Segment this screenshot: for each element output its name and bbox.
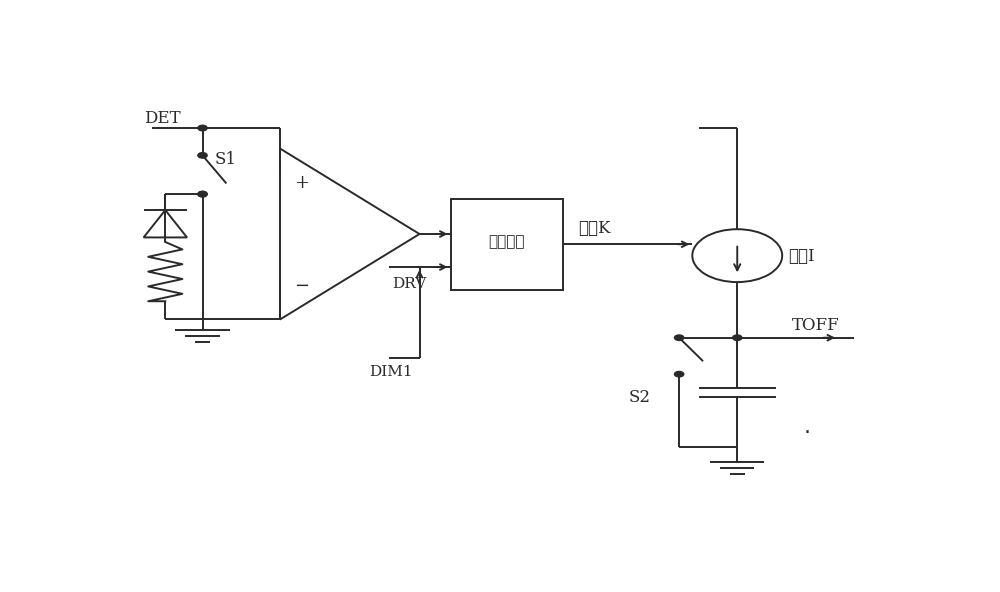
Text: 信号K: 信号K	[578, 220, 611, 237]
Circle shape	[198, 191, 207, 197]
Text: 逻辑控制: 逻辑控制	[488, 235, 525, 249]
Text: DET: DET	[144, 110, 181, 127]
Text: .: .	[804, 417, 810, 436]
Text: TOFF: TOFF	[792, 317, 839, 333]
Text: S2: S2	[629, 388, 651, 406]
Text: 电流I: 电流I	[788, 248, 815, 265]
Text: DIM1: DIM1	[369, 365, 413, 379]
Text: −: −	[294, 278, 309, 295]
Circle shape	[733, 335, 742, 340]
Circle shape	[198, 191, 207, 197]
Circle shape	[198, 126, 207, 131]
Circle shape	[198, 153, 207, 158]
Text: DRV: DRV	[392, 276, 427, 291]
Bar	[450, 199, 563, 290]
Text: S1: S1	[214, 152, 236, 169]
Circle shape	[674, 371, 684, 377]
Text: +: +	[294, 174, 309, 192]
Circle shape	[674, 335, 684, 340]
